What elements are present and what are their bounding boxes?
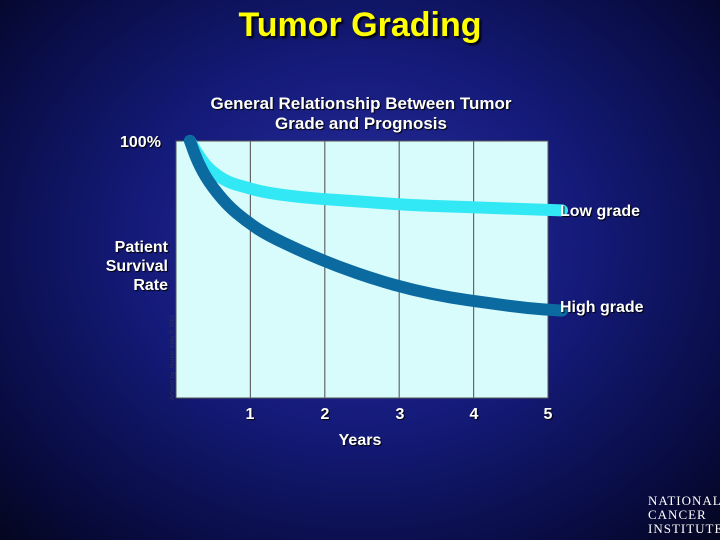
logo-line-1: NATIONAL	[648, 493, 720, 508]
grid-lines	[249, 141, 475, 398]
nci-logo: NATIONAL CANCER INSTITUTE	[648, 493, 720, 538]
legend-high-grade: High grade	[560, 299, 644, 316]
logo-line-2: CANCER	[648, 507, 707, 522]
x-tick-2: 2	[320, 406, 330, 423]
artwork-credit: Artwork by Jeanne Kelly © 2001	[170, 314, 176, 400]
x-tick-3: 3	[395, 406, 405, 423]
legend-low-grade: Low grade	[560, 203, 641, 220]
y-axis-label: Patient Survival Rate	[105, 239, 168, 294]
x-tick-1: 1	[245, 406, 255, 423]
x-tick-5: 5	[543, 406, 553, 423]
y-axis-top-label: 100%	[120, 134, 161, 151]
series-lines	[184, 135, 568, 317]
chart-subtitle: General Relationship Between Tumor Grade…	[210, 94, 512, 133]
slide-title: Tumor Grading	[238, 6, 482, 44]
logo-line-3: INSTITUTE	[648, 521, 720, 536]
x-tick-4: 4	[469, 406, 479, 423]
x-axis-label: Years	[338, 432, 382, 449]
series-line-high-grade	[184, 135, 568, 317]
